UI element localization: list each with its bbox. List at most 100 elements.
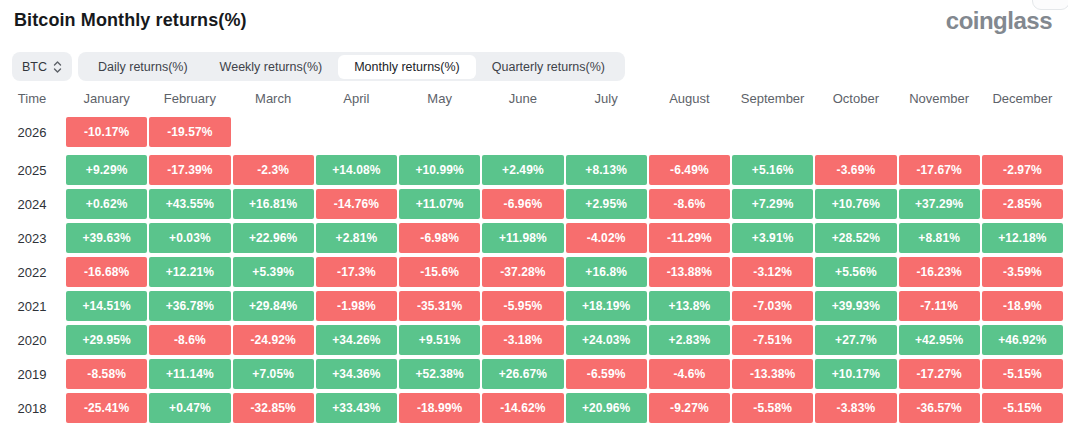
return-cell [649, 117, 730, 147]
return-cell: +29.95% [66, 325, 147, 355]
return-cell: +39.93% [815, 291, 896, 321]
return-cell: -19.57% [149, 117, 230, 147]
column-header-month: December [982, 88, 1063, 110]
return-cell: +27.7% [815, 325, 896, 355]
coinglass-logo[interactable]: coinglass [946, 7, 1052, 35]
return-cell: +42.95% [899, 325, 980, 355]
column-header-month: May [399, 88, 480, 110]
table-row: 2023+39.63%+0.03%+22.96%+2.81%-6.98%+11.… [0, 223, 1063, 253]
returns-tabs: Daily returns(%)Weekly returns(%)Monthly… [78, 52, 625, 81]
table-row: 2019-8.58%+11.14%+7.05%+34.36%+52.38%+26… [0, 359, 1063, 389]
return-cell [732, 117, 813, 147]
return-cell: -11.29% [649, 223, 730, 253]
return-cell: +14.51% [66, 291, 147, 321]
return-cell: -8.6% [149, 325, 230, 355]
return-cell: +29.84% [233, 291, 314, 321]
return-cell [399, 117, 480, 147]
column-header-month: October [815, 88, 896, 110]
return-cell: -17.27% [899, 359, 980, 389]
year-label: 2018 [0, 393, 64, 423]
return-cell: +39.63% [66, 223, 147, 253]
return-cell [982, 117, 1063, 147]
return-cell: +8.81% [899, 223, 980, 253]
return-cell: +9.29% [66, 155, 147, 185]
return-cell: -8.6% [649, 189, 730, 219]
return-cell: +2.83% [649, 325, 730, 355]
column-header-month: September [732, 88, 813, 110]
return-cell: +11.14% [149, 359, 230, 389]
return-cell: +20.96% [566, 393, 647, 423]
return-cell: -7.51% [732, 325, 813, 355]
tab-quarterly-returns[interactable]: Quarterly returns(%) [476, 55, 621, 79]
return-cell: +28.52% [815, 223, 896, 253]
return-cell: +10.17% [815, 359, 896, 389]
return-cell: -37.28% [482, 257, 563, 287]
column-header-month: March [233, 88, 314, 110]
return-cell: +12.18% [982, 223, 1063, 253]
return-cell: -13.38% [732, 359, 813, 389]
column-header-month: November [899, 88, 980, 110]
return-cell [316, 117, 397, 147]
column-header-month: August [649, 88, 730, 110]
return-cell: +36.78% [149, 291, 230, 321]
return-cell: -9.27% [649, 393, 730, 423]
tab-weekly-returns[interactable]: Weekly returns(%) [204, 55, 339, 79]
return-cell: -1.98% [316, 291, 397, 321]
return-cell: -4.6% [649, 359, 730, 389]
updown-chevron-icon [53, 60, 62, 74]
return-cell: +8.13% [566, 155, 647, 185]
tab-daily-returns[interactable]: Daily returns(%) [82, 55, 204, 79]
return-cell: -6.49% [649, 155, 730, 185]
return-cell: -15.6% [399, 257, 480, 287]
column-header-month: June [482, 88, 563, 110]
page-title: Bitcoin Monthly returns(%) [14, 10, 247, 31]
return-cell: +0.62% [66, 189, 147, 219]
table-row: 2026-10.17%-19.57% [0, 117, 1063, 147]
return-cell: -6.98% [399, 223, 480, 253]
return-cell: +10.99% [399, 155, 480, 185]
year-label: 2021 [0, 291, 64, 321]
return-cell [815, 117, 896, 147]
year-label: 2019 [0, 359, 64, 389]
year-label: 2023 [0, 223, 64, 253]
return-cell: +18.19% [566, 291, 647, 321]
return-cell: +43.55% [149, 189, 230, 219]
tab-monthly-returns[interactable]: Monthly returns(%) [338, 55, 476, 79]
return-cell: -14.62% [482, 393, 563, 423]
return-cell: -2.85% [982, 189, 1063, 219]
return-cell: +7.29% [732, 189, 813, 219]
return-cell: +12.21% [149, 257, 230, 287]
return-cell: -17.3% [316, 257, 397, 287]
symbol-select[interactable]: BTC [12, 52, 72, 81]
return-cell: +5.39% [233, 257, 314, 287]
return-cell: -18.99% [399, 393, 480, 423]
return-cell: -2.97% [982, 155, 1063, 185]
table-row: 2022-16.68%+12.21%+5.39%-17.3%-15.6%-37.… [0, 257, 1063, 287]
return-cell: +46.92% [982, 325, 1063, 355]
column-header-month: April [316, 88, 397, 110]
return-cell: -14.76% [316, 189, 397, 219]
return-cell: +0.03% [149, 223, 230, 253]
return-cell: -35.31% [399, 291, 480, 321]
return-cell: -6.59% [566, 359, 647, 389]
return-cell: +22.96% [233, 223, 314, 253]
return-cell: +34.36% [316, 359, 397, 389]
year-label: 2026 [0, 117, 64, 147]
returns-table: TimeJanuaryFebruaryMarchAprilMayJuneJuly… [0, 88, 1063, 427]
return-cell: -25.41% [66, 393, 147, 423]
return-cell: -5.58% [732, 393, 813, 423]
return-cell: -3.12% [732, 257, 813, 287]
return-cell: +0.47% [149, 393, 230, 423]
return-cell: -18.9% [982, 291, 1063, 321]
table-row: 2025+9.29%-17.39%-2.3%+14.08%+10.99%+2.4… [0, 155, 1063, 185]
return-cell: -4.02% [566, 223, 647, 253]
return-cell [482, 117, 563, 147]
return-cell: +37.29% [899, 189, 980, 219]
return-cell: -5.15% [982, 393, 1063, 423]
return-cell [233, 117, 314, 147]
table-row: 2021+14.51%+36.78%+29.84%-1.98%-35.31%-5… [0, 291, 1063, 321]
table-row: 2018-25.41%+0.47%-32.85%+33.43%-18.99%-1… [0, 393, 1063, 423]
return-cell: -17.39% [149, 155, 230, 185]
return-cell: +13.8% [649, 291, 730, 321]
year-label: 2024 [0, 189, 64, 219]
